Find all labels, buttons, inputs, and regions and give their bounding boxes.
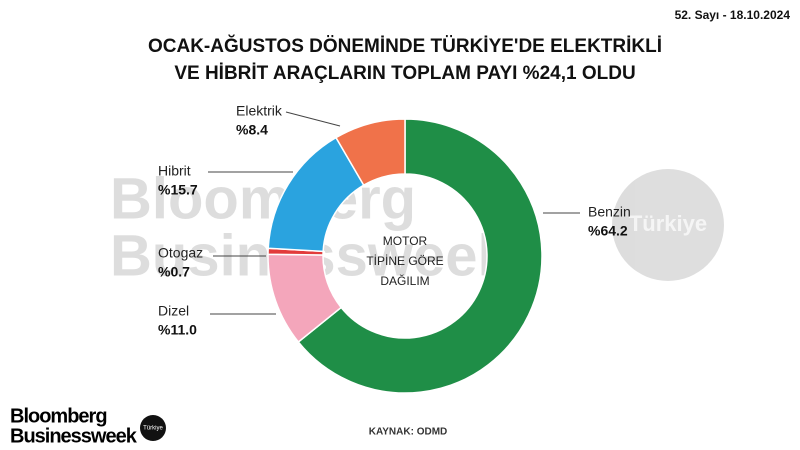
slice-label: Benzin	[588, 204, 631, 220]
slice-value: %15.7	[158, 182, 198, 198]
slice-value: %0.7	[158, 264, 190, 280]
slice-label: Elektrik	[236, 103, 283, 119]
chart-title: VE HİBRİT ARAÇLARIN TOPLAM PAYI %24,1 OL…	[174, 63, 635, 84]
logo-text: Türkiye	[143, 426, 163, 432]
center-label: MOTOR	[383, 234, 428, 248]
center-label: TİPİNE GÖRE	[366, 254, 443, 268]
logo-text: Businessweek	[10, 425, 138, 447]
issue: 52. Sayı - 18.10.2024	[675, 8, 791, 22]
slice-value: %11.0	[158, 322, 197, 338]
logo-text: Bloomberg	[10, 405, 107, 427]
slice-value: %64.2	[588, 223, 628, 239]
slice-label: Dizel	[158, 303, 189, 319]
source: KAYNAK: ODMD	[369, 427, 448, 438]
donut-slice	[297, 118, 543, 394]
slice-label: Hibrit	[158, 163, 191, 179]
slice-label: Otogaz	[158, 245, 203, 261]
donut-slice	[334, 118, 406, 187]
donut	[267, 118, 543, 394]
leader-line	[285, 111, 341, 127]
watermark-text: Türkiye	[629, 211, 707, 236]
slice-value: %8.4	[236, 122, 268, 138]
watermark-badge	[612, 169, 724, 281]
chart-title: OCAK-AĞUSTOS DÖNEMİNDE TÜRKİYE'DE ELEKTR…	[148, 35, 662, 57]
center-label: DAĞILIM	[380, 273, 429, 288]
logo-badge	[140, 415, 166, 441]
